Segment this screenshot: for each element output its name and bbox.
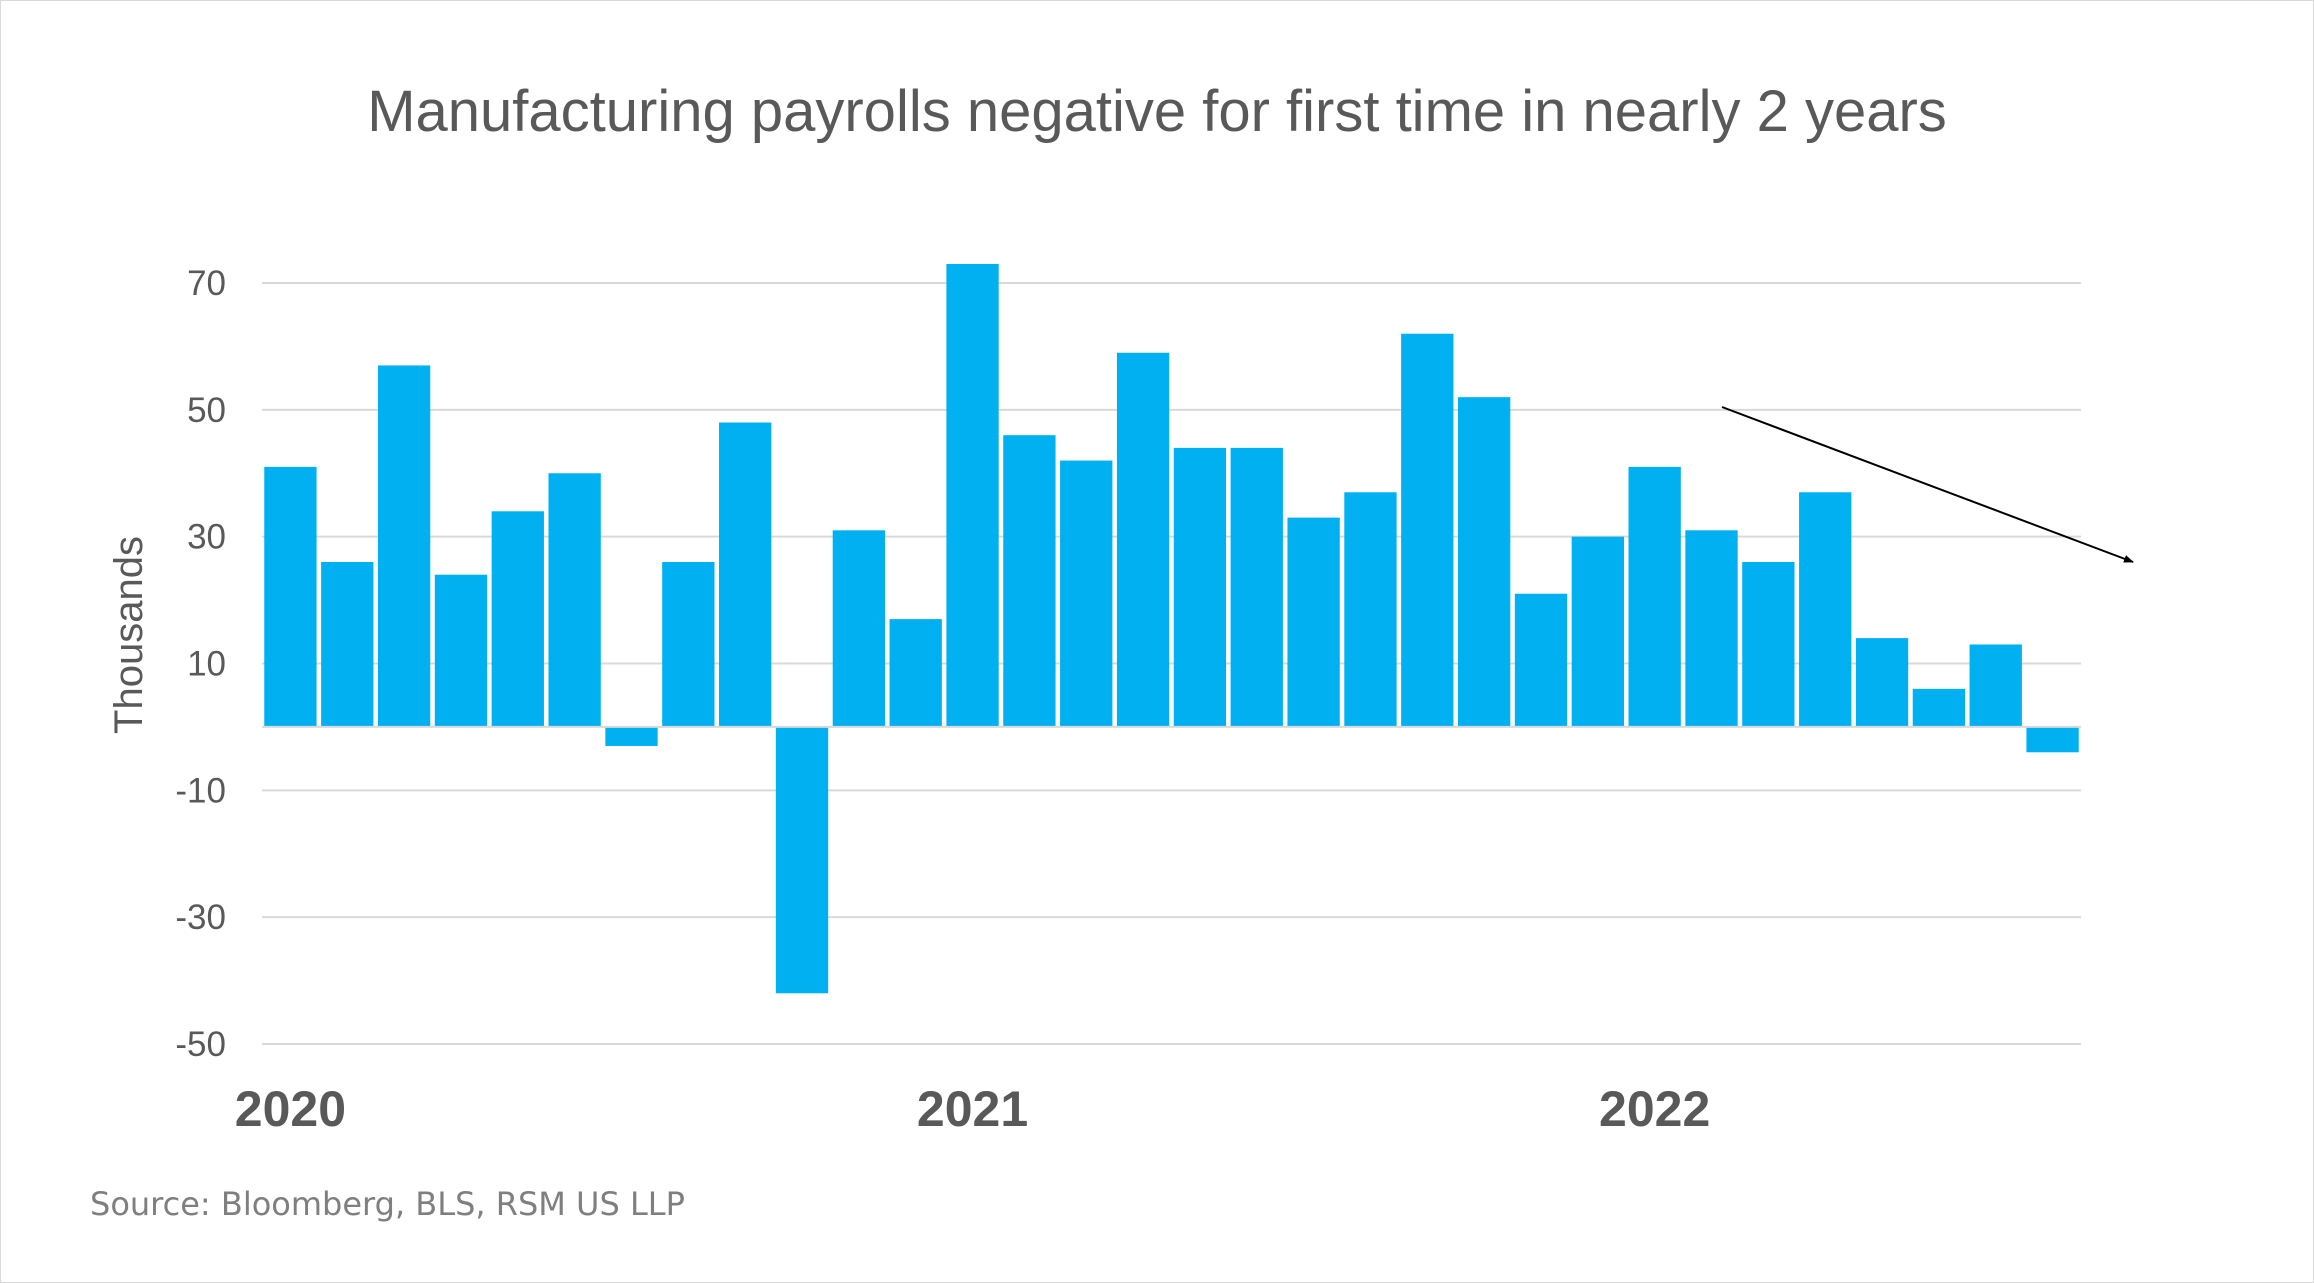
y-tick-label: -30 (175, 898, 226, 937)
y-tick-label: 30 (187, 518, 226, 557)
trend-arrow (1721, 406, 2134, 563)
y-tick-label: -50 (175, 1025, 226, 1064)
chart-title: Manufacturing payrolls negative for firs… (367, 79, 1947, 144)
bar (775, 726, 829, 994)
year-label: 2020 (235, 1081, 346, 1137)
bar (605, 726, 658, 746)
bar (946, 263, 999, 727)
bar (1799, 492, 1852, 727)
bar (1571, 536, 1624, 727)
bar (548, 473, 601, 727)
bar (1457, 397, 1511, 727)
bar (1287, 517, 1340, 727)
bar (1969, 644, 2022, 727)
year-label: 2021 (917, 1081, 1028, 1137)
source-note: Source: Bloomberg, BLS, RSM US LLP (90, 1185, 685, 1223)
year-label: 2022 (1599, 1081, 1710, 1137)
bar (1514, 593, 1568, 727)
bar (491, 511, 544, 727)
bar (889, 619, 942, 727)
bar (1230, 447, 1283, 727)
bar (321, 562, 374, 727)
bar (1173, 447, 1227, 727)
bar (1116, 352, 1170, 727)
bar (1685, 530, 1738, 727)
bars (264, 263, 2079, 994)
bar (662, 562, 715, 727)
bar (1060, 460, 1113, 727)
y-tick-label: 70 (187, 264, 226, 303)
bar (2026, 726, 2079, 753)
bar (1401, 333, 1454, 727)
bar (1742, 562, 1795, 727)
bar (1344, 492, 1397, 727)
y-tick-label: 50 (187, 391, 226, 430)
bar (1628, 466, 1681, 727)
bar (377, 365, 431, 727)
bar (1003, 435, 1056, 727)
bar (719, 422, 772, 727)
bar (1855, 638, 1909, 727)
y-axis-title: Thousands (107, 536, 151, 734)
bar (832, 530, 886, 727)
y-tick-label: -10 (175, 771, 226, 810)
bar (264, 466, 317, 727)
bar (1912, 688, 1966, 727)
bar (434, 574, 488, 727)
y-tick-label: 10 (187, 645, 226, 684)
